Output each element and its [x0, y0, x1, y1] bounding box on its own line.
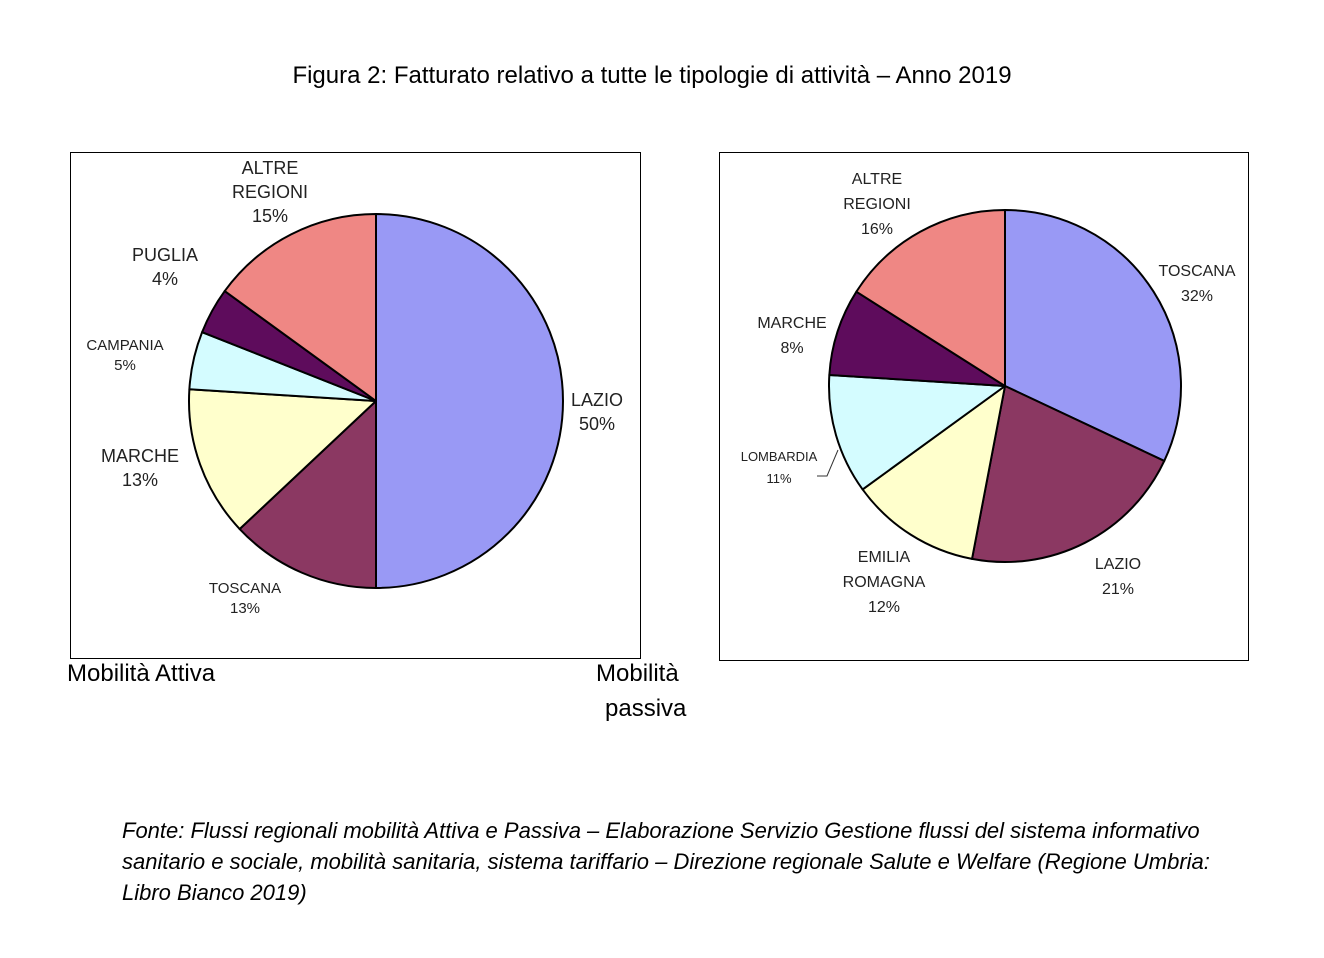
pie-slice-lazio [375, 213, 564, 589]
label-attiva-altre: ALTRE REGIONI 15% [231, 158, 308, 226]
label-passiva-marche: MARCHE 8% [757, 315, 827, 357]
label-attiva-puglia: PUGLIA 4% [131, 245, 199, 289]
label-passiva-toscana: TOSCANA 32% [1158, 263, 1236, 305]
leader-line-lombardia [817, 449, 839, 477]
pie-slice-marche [188, 388, 377, 531]
label-passiva-emilia: EMILIA ROMAGNA 12% [842, 549, 926, 616]
label-attiva-toscana: TOSCANA 13% [208, 580, 282, 617]
label-attiva-marche: MARCHE 13% [100, 446, 180, 490]
pie-slice-lombardia [828, 373, 1006, 491]
pie-slice-altre-regioni [223, 213, 377, 402]
label-passiva-lazio: LAZIO 21% [1094, 556, 1142, 598]
pie-slice-marche [828, 290, 1006, 387]
caption-attiva: Mobilità Attiva [67, 660, 216, 687]
pie-slice-toscana [238, 400, 377, 589]
label-attiva-lazio: LAZIO 50% [570, 390, 624, 434]
caption-passiva-line2: passiva [605, 695, 687, 722]
label-passiva-lombardia: LOMBARDIA 11% [740, 449, 818, 486]
figure-title: Figura 2: Fatturato relativo a tutte le … [292, 62, 1012, 89]
pie-slice-emilia-romagna [861, 385, 1006, 560]
pie-slice-toscana [1004, 209, 1182, 462]
pie-slice-altre-regioni [855, 209, 1006, 387]
source-note: Fonte: Flussi regionali mobilità Attiva … [122, 818, 1210, 905]
pie-slice-lazio [971, 385, 1166, 563]
caption-passiva-line1: Mobilità [596, 660, 679, 687]
label-attiva-campania: CAMPANIA 5% [86, 337, 164, 374]
label-passiva-altre: ALTRE REGIONI 16% [843, 171, 911, 238]
